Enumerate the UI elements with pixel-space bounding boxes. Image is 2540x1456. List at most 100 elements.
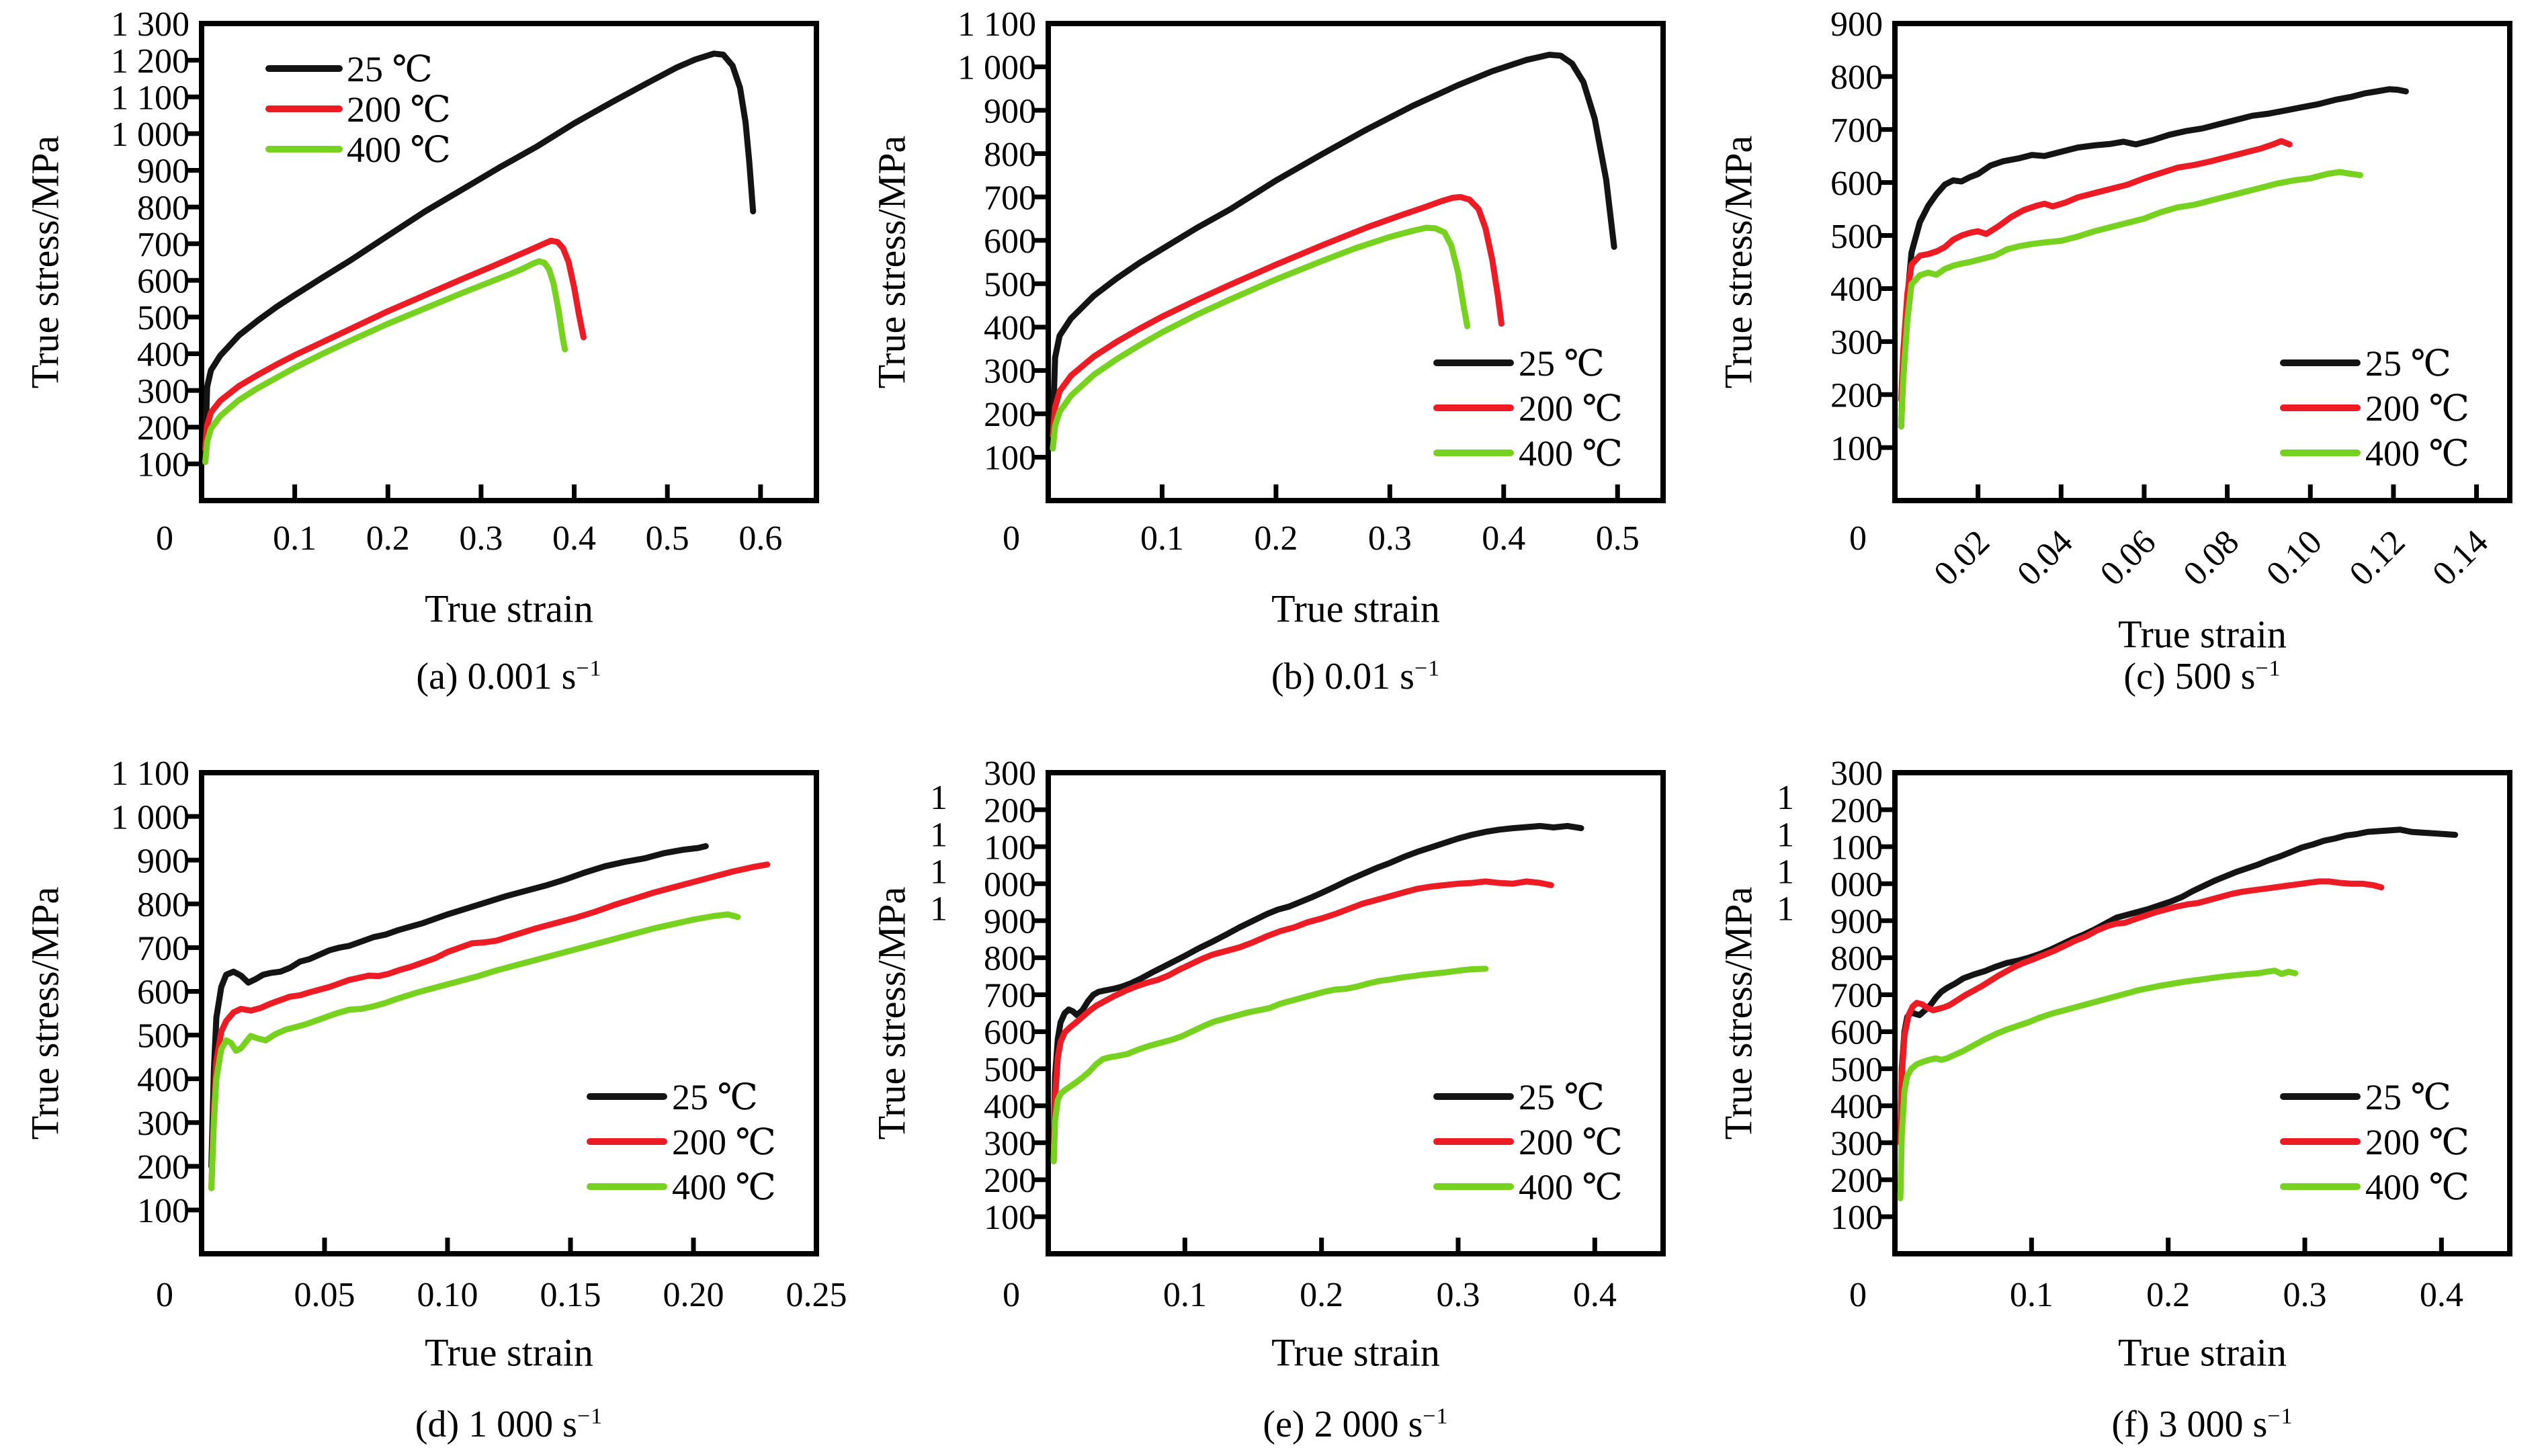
x-tick-label: 0.4 bbox=[2420, 1276, 2463, 1314]
y-tick-label: 500 bbox=[1830, 218, 1883, 256]
y-tick-label-thousands: 1 bbox=[1777, 779, 1794, 817]
curve-25C bbox=[1897, 826, 2459, 1146]
x-tick-label-rotated: 0.10 bbox=[2259, 523, 2330, 593]
y-tick-label-thousands: 1 bbox=[930, 853, 947, 891]
legend-label: 25 ℃ bbox=[672, 1077, 758, 1117]
y-tick-label: 100 bbox=[137, 446, 189, 484]
y-tick-label: 1 300 bbox=[111, 5, 189, 44]
y-tick-label: 300 bbox=[984, 1125, 1036, 1163]
y-tick-label: 600 bbox=[1830, 165, 1883, 203]
y-tick-label: 800 bbox=[1830, 940, 1883, 978]
x-axis-title: True strain bbox=[425, 1330, 593, 1374]
y-tick-label: 500 bbox=[137, 1017, 189, 1056]
y-tick-label: 300 bbox=[984, 353, 1036, 391]
y-tick-label: 100 bbox=[1830, 1199, 1883, 1237]
plot-frame bbox=[1892, 21, 2512, 503]
y-tick-label: 300 bbox=[984, 755, 1036, 793]
x-axis-title: True strain bbox=[1271, 1330, 1440, 1374]
x-tick-label: 0.5 bbox=[1596, 519, 1640, 558]
y-tick-label: 300 bbox=[1830, 755, 1883, 793]
y-tick-label-thousands: 1 bbox=[930, 779, 947, 817]
y-tick-label: 400 bbox=[1830, 1088, 1883, 1126]
y-tick-label: 500 bbox=[984, 1051, 1036, 1089]
panel-f: 100 200 300 400 500 600 700 800 900 000 1 100 1 200 1 3… bbox=[1693, 726, 2540, 1456]
y-tick-label: 400 bbox=[1830, 271, 1883, 309]
y-tick-label-thousands: 1 bbox=[1777, 853, 1794, 891]
legend-label: 400 ℃ bbox=[347, 130, 451, 170]
x-tick-label: 0.1 bbox=[1140, 519, 1184, 558]
x-axis-title: True strain bbox=[1271, 587, 1440, 630]
panel-b: 100 200 300 400 500 600 700 800 900 1 000 1 100 0 0.… bbox=[847, 0, 1693, 726]
x-tick-label: 0.15 bbox=[540, 1276, 601, 1314]
curve-25C bbox=[1050, 822, 1584, 1146]
y-tick-label: 300 bbox=[137, 372, 189, 411]
legend-label: 400 ℃ bbox=[1519, 433, 1623, 474]
y-tick-label: 700 bbox=[1830, 112, 1883, 150]
y-axis-title: True stress/MPa bbox=[23, 136, 67, 389]
y-tick-label: 800 bbox=[137, 886, 189, 924]
x-axis-title: True strain bbox=[425, 587, 593, 630]
curve-400C bbox=[1050, 966, 1489, 1164]
curve-400C bbox=[1898, 169, 2363, 430]
x-tick-label-rotated: 0.08 bbox=[2176, 523, 2246, 593]
x-tick-label: 0.05 bbox=[294, 1276, 355, 1314]
legend-label: 25 ℃ bbox=[2365, 1077, 2451, 1117]
x-tick-label: 0.4 bbox=[552, 519, 596, 558]
y-tick-label: 1 000 bbox=[111, 798, 189, 837]
y-tick-label: 600 bbox=[984, 222, 1036, 261]
y-tick-label: 000 bbox=[1830, 865, 1883, 904]
panel-d: 100 200 300 400 500 600 700 800 900 1 000 1 100 0 0.… bbox=[0, 726, 847, 1456]
y-tick-label: 100 bbox=[984, 1199, 1036, 1237]
x-tick-label: 0.1 bbox=[1163, 1276, 1207, 1314]
y-tick-label: 100 bbox=[1830, 828, 1883, 867]
y-tick-label: 900 bbox=[984, 903, 1036, 941]
legend-label: 200 ℃ bbox=[1519, 1122, 1623, 1162]
panel-a: 100 200 300 400 500 600 700 800 900 1 000 1 100 1 2… bbox=[0, 0, 847, 726]
curve-200C bbox=[1897, 878, 2385, 1146]
y-tick-label: 1 000 bbox=[111, 116, 189, 154]
legend-label: 400 ℃ bbox=[2365, 433, 2469, 474]
x-axis-title: True strain bbox=[2118, 612, 2287, 656]
x-tick-label: 0.3 bbox=[2283, 1276, 2327, 1314]
y-axis-title: True stress/MPa bbox=[1716, 136, 1760, 389]
x-tick-label: 0.3 bbox=[1437, 1276, 1480, 1314]
y-axis-title: True stress/MPa bbox=[1716, 887, 1760, 1140]
x-tick-label: 0.4 bbox=[1573, 1276, 1617, 1314]
plot-frame bbox=[199, 770, 819, 1256]
y-tick-label: 200 bbox=[137, 1148, 189, 1187]
plot-frame bbox=[1046, 770, 1666, 1256]
curve-200C bbox=[208, 861, 771, 1191]
chart-f: 1002003004005006007008009000001100120013… bbox=[1716, 755, 2512, 1374]
y-tick-label-thousands: 1 bbox=[1777, 816, 1794, 854]
panel-e: 100 200 300 400 500 600 700 800 900 000 1 100 1 200 1 3… bbox=[847, 726, 1693, 1456]
x-axis-title: True strain bbox=[2118, 1330, 2287, 1374]
plot-frame bbox=[1892, 770, 2512, 1256]
y-tick-label: 1 100 bbox=[111, 755, 189, 793]
y-tick-label: 300 bbox=[137, 1105, 189, 1143]
y-tick-label: 200 bbox=[1830, 1162, 1883, 1200]
x-tick-label-rotated: 0.04 bbox=[2010, 523, 2080, 593]
y-tick-label: 800 bbox=[1830, 58, 1883, 97]
y-tick-label: 800 bbox=[984, 940, 1036, 978]
x-tick-label: 0.10 bbox=[417, 1276, 478, 1314]
y-tick-label: 900 bbox=[1830, 903, 1883, 941]
y-tick-label: 700 bbox=[137, 226, 189, 264]
x-tick-label: 0.3 bbox=[1368, 519, 1412, 558]
y-tick-label: 200 bbox=[1830, 376, 1883, 415]
curve-200C bbox=[202, 237, 587, 452]
plot-frame bbox=[199, 21, 819, 503]
y-tick-label: 400 bbox=[984, 1088, 1036, 1126]
x-tick-label: 0.1 bbox=[2010, 1276, 2054, 1314]
x-tick-label: 0.2 bbox=[1300, 1276, 1343, 1314]
y-tick-label: 900 bbox=[984, 92, 1036, 130]
x-tick-label: 0.2 bbox=[1254, 519, 1298, 558]
x-tick-label: 0 bbox=[1849, 519, 1867, 558]
y-tick-label: 600 bbox=[137, 974, 189, 1012]
y-tick-label-thousands: 1 bbox=[930, 890, 947, 928]
y-tick-label: 400 bbox=[137, 336, 189, 374]
chart-c: 100 200 300 400 500 600 700 800 900 0 0.02 0.04 0.06… bbox=[1716, 5, 2512, 656]
y-tick-label: 600 bbox=[137, 263, 189, 301]
